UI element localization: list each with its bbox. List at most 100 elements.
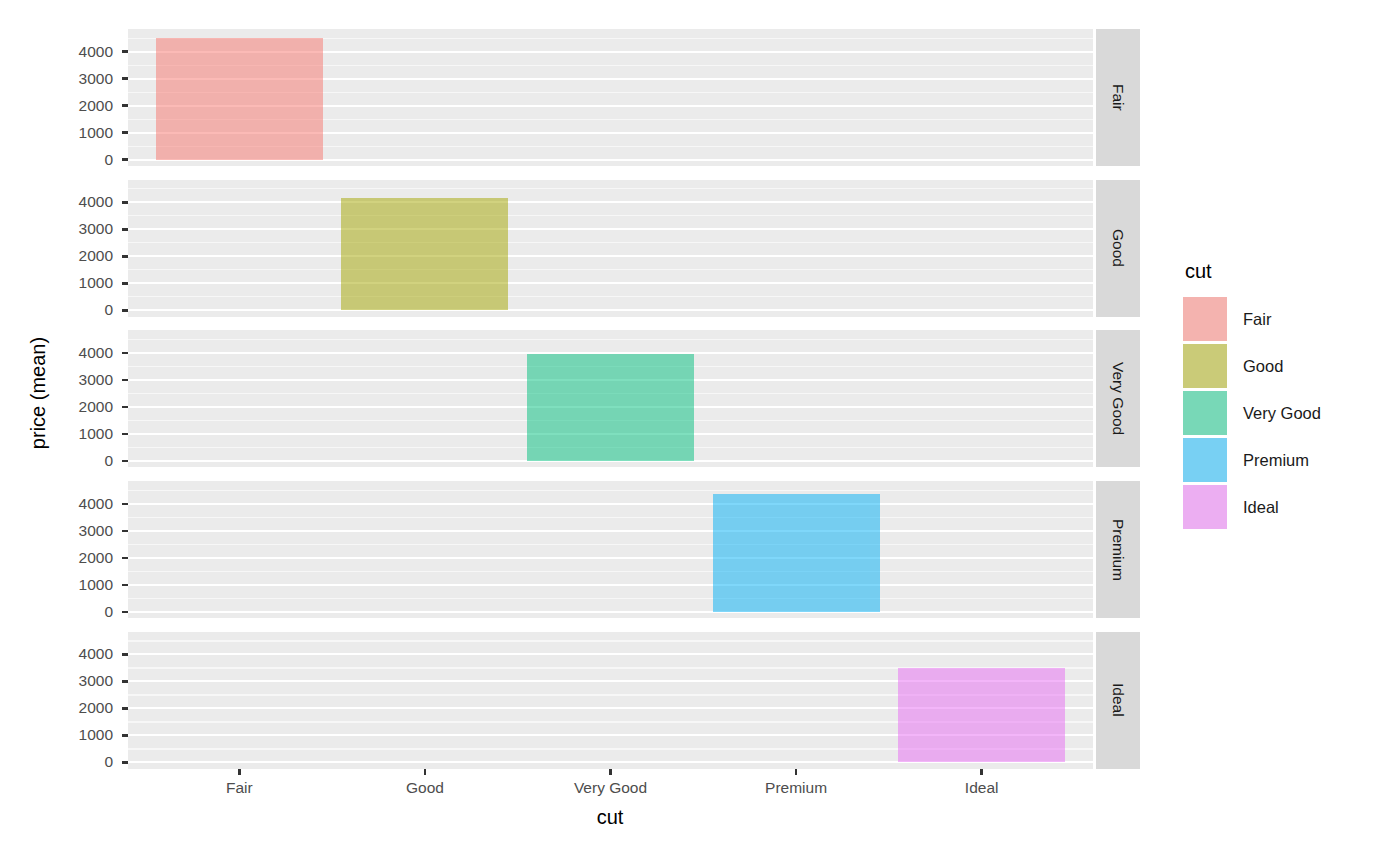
gridline-major	[128, 503, 1093, 505]
facet-row-ideal: 01000200030004000Ideal	[128, 632, 1093, 769]
y-tick	[122, 255, 129, 258]
facet-strip-label: Ideal	[1109, 683, 1127, 717]
gridline-major	[128, 282, 1093, 284]
facet-strip-premium: Premium	[1096, 481, 1140, 618]
legend-key-fill	[1183, 438, 1227, 482]
facet-strip-label: Premium	[1109, 519, 1127, 581]
y-tick	[122, 584, 129, 587]
facet-row-very-good: 01000200030004000Very Good	[128, 330, 1093, 467]
y-tick	[122, 530, 129, 533]
legend-item-fair: Fair	[1183, 297, 1321, 341]
legend-title: cut	[1185, 260, 1321, 283]
y-tick	[122, 680, 129, 683]
facet-strip-fair: Fair	[1096, 29, 1140, 166]
y-tick	[122, 707, 129, 710]
y-tick-label: 1000	[13, 124, 113, 142]
y-tick	[122, 761, 129, 764]
y-tick	[122, 158, 129, 161]
gridline-major	[128, 228, 1093, 230]
legend-item-label: Premium	[1243, 451, 1309, 470]
y-tick-label: 3000	[13, 220, 113, 238]
y-tick-label: 4000	[13, 193, 113, 211]
facet-row-premium: 01000200030004000Premium	[128, 481, 1093, 618]
y-tick-label: 1000	[13, 425, 113, 443]
legend-item-premium: Premium	[1183, 438, 1321, 482]
legend-key-swatch	[1183, 485, 1227, 529]
panel-very-good	[128, 330, 1093, 467]
y-tick-label: 2000	[13, 97, 113, 115]
legend-item-label: Very Good	[1243, 404, 1321, 423]
y-tick-label: 3000	[13, 522, 113, 540]
legend: cut Fair Good Very Good Premium Ideal	[1183, 260, 1321, 532]
legend-key-swatch	[1183, 344, 1227, 388]
y-tick-label: 0	[13, 151, 113, 169]
legend-key-fill	[1183, 344, 1227, 388]
y-tick-label: 1000	[13, 576, 113, 594]
y-tick	[122, 309, 129, 312]
ggplot-figure: price (mean) cut 01000200030004000Fair01…	[0, 0, 1400, 866]
y-tick	[122, 460, 129, 463]
y-tick-label: 1000	[13, 274, 113, 292]
legend-item-label: Good	[1243, 357, 1283, 376]
y-tick	[122, 433, 129, 436]
gridline-minor	[128, 188, 1093, 189]
y-tick	[122, 201, 129, 204]
panel-good	[128, 180, 1093, 317]
facet-row-good: 01000200030004000Good	[128, 180, 1093, 317]
y-tick	[122, 379, 129, 382]
gridline-major	[128, 584, 1093, 586]
gridline-minor	[128, 544, 1093, 545]
x-tick	[424, 769, 427, 775]
y-tick-label: 0	[13, 452, 113, 470]
facet-row-fair: 01000200030004000Fair	[128, 29, 1093, 166]
legend-key-swatch	[1183, 391, 1227, 435]
y-tick-label: 3000	[13, 672, 113, 690]
x-tick	[238, 769, 241, 775]
gridline-major	[128, 557, 1093, 559]
bar-very-good	[527, 354, 694, 461]
gridline-major	[128, 309, 1093, 311]
legend-items: Fair Good Very Good Premium Ideal	[1183, 297, 1321, 529]
gridline-minor	[128, 242, 1093, 243]
legend-key-swatch	[1183, 297, 1227, 341]
x-tick-label-fair: Fair	[226, 779, 253, 797]
gridline-minor	[128, 339, 1093, 340]
gridline-major	[128, 255, 1093, 257]
gridline-minor	[128, 517, 1093, 518]
legend-item-label: Fair	[1243, 310, 1271, 329]
panel-premium	[128, 481, 1093, 618]
x-tick	[795, 769, 798, 775]
y-tick-label: 2000	[13, 398, 113, 416]
legend-key-swatch	[1183, 438, 1227, 482]
y-tick-label: 2000	[13, 247, 113, 265]
x-tick-label-good: Good	[406, 779, 444, 797]
panel-fair	[128, 29, 1093, 166]
bar-fair	[156, 38, 323, 160]
y-tick-label: 3000	[13, 371, 113, 389]
y-tick-label: 4000	[13, 645, 113, 663]
legend-key-fill	[1183, 391, 1227, 435]
bar-premium	[713, 494, 880, 612]
bar-good	[341, 198, 508, 310]
facet-panels: 01000200030004000Fair 01000200030004000Go…	[128, 29, 1093, 769]
gridline-major	[128, 653, 1093, 655]
y-tick-label: 4000	[13, 43, 113, 61]
x-tick	[609, 769, 612, 775]
y-tick-label: 2000	[13, 699, 113, 717]
gridline-major	[128, 611, 1093, 613]
facet-strip-ideal: Ideal	[1096, 632, 1140, 769]
gridline-minor	[128, 215, 1093, 216]
x-tick-label-very-good: Very Good	[574, 779, 647, 797]
y-tick-label: 0	[13, 301, 113, 319]
facet-strip-label: Very Good	[1109, 362, 1127, 435]
y-tick-label: 0	[13, 753, 113, 771]
gridline-minor	[128, 269, 1093, 270]
legend-item-label: Ideal	[1243, 498, 1279, 517]
y-tick	[122, 734, 129, 737]
y-tick	[122, 77, 129, 80]
facet-strip-label: Fair	[1109, 84, 1127, 111]
y-tick	[122, 611, 129, 614]
y-tick	[122, 131, 129, 134]
y-tick	[122, 653, 129, 656]
gridline-minor	[128, 640, 1093, 641]
